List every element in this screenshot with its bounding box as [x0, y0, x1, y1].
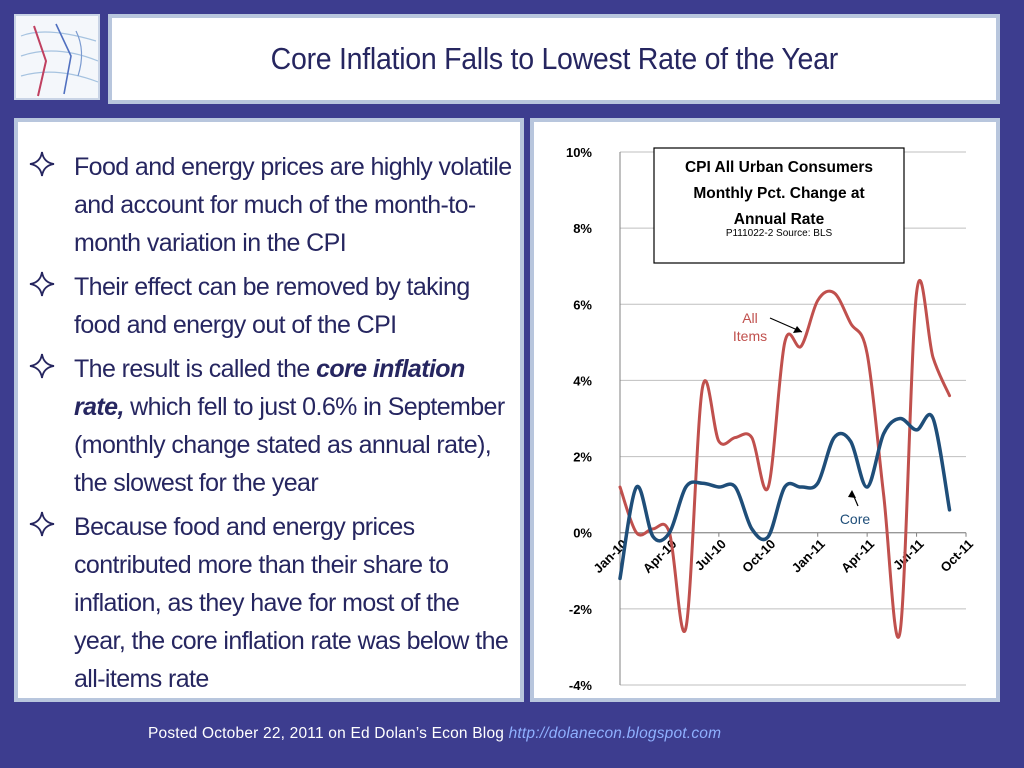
- x-tick-label: Oct-10: [739, 536, 778, 575]
- cpi-chart: -4% -2% 0% 2% 4% 6% 8% 10% Jan-10 Apr-10 Jul-10 Oct…: [530, 118, 1000, 702]
- four-point-star-icon: [28, 268, 74, 309]
- bullet-text: Because food and energy prices contribut…: [74, 508, 514, 698]
- x-tick-label: Jul-11: [890, 536, 927, 573]
- weather-map-logo-icon: [14, 14, 100, 100]
- footer-url-link[interactable]: http://dolanecon.blogspot.com: [508, 725, 722, 742]
- bullet-item: Food and energy prices are highly volati…: [28, 148, 514, 262]
- all-items-arrowhead: [793, 326, 802, 333]
- four-point-star-icon: [28, 350, 74, 391]
- bullet-text: Food and energy prices are highly volati…: [74, 148, 514, 262]
- bullet-emphasis-text: core inflation rate,: [74, 355, 465, 421]
- y-tick-label: -4%: [569, 678, 593, 693]
- chart-title-line: CPI All Urban Consumers: [685, 159, 873, 176]
- bullet-text-run: Food and energy prices are highly volati…: [74, 153, 512, 257]
- all-items-annotation: Items: [733, 328, 767, 344]
- title-box: Core Inflation Falls to Lowest Rate of t…: [108, 14, 1000, 104]
- bullet-item: The result is called the core inflation …: [28, 350, 514, 502]
- y-tick-label: 6%: [573, 297, 592, 312]
- bullet-item: Because food and energy prices contribut…: [28, 508, 514, 698]
- y-tick-label: 8%: [573, 221, 592, 236]
- series-line-all: [618, 279, 952, 639]
- bullet-text-run: Because food and energy prices contribut…: [74, 513, 509, 693]
- y-tick-label: 10%: [566, 145, 592, 160]
- y-tick-label: 0%: [573, 526, 592, 541]
- x-tick-label: Jul-10: [692, 536, 729, 573]
- all-items-annotation: All: [742, 310, 758, 326]
- chart-svg: -4%-2%0%2%4%6%8%10%Jan-10 Apr-10 Jul-10 Oct…: [566, 145, 976, 693]
- y-tick-label: 2%: [573, 450, 592, 465]
- bullet-item: Their effect can be removed by taking fo…: [28, 268, 514, 344]
- slide-title: Core Inflation Falls to Lowest Rate of t…: [270, 41, 838, 76]
- chart-source-note: P111022-2 Source: BLS: [726, 228, 833, 239]
- x-tick-label: Apr-11: [838, 536, 877, 575]
- x-tick-label: Jan-11: [789, 536, 828, 575]
- four-point-star-icon: [28, 148, 74, 189]
- core-arrowhead: [848, 490, 856, 498]
- chart-title-box: [653, 147, 905, 264]
- x-tick-label: Oct-11: [937, 536, 976, 575]
- y-tick-label: 4%: [573, 373, 592, 388]
- bullet-text-run: which fell to just 0.6% in September (mo…: [74, 393, 505, 497]
- y-tick-label: -2%: [569, 602, 593, 617]
- four-point-star-icon: [28, 508, 74, 549]
- chart-title-line: Annual Rate: [734, 211, 825, 228]
- bullet-text-run: Their effect can be removed by taking fo…: [74, 273, 470, 339]
- bullet-text: Their effect can be removed by taking fo…: [74, 268, 514, 344]
- weather-map-drawing: [20, 23, 98, 97]
- footer-text: Posted October 22, 2011 on Ed Dolan’s Ec…: [148, 725, 509, 742]
- footer: Posted October 22, 2011 on Ed Dolan’s Ec…: [0, 725, 1024, 743]
- bullet-text-run: The result is called the: [74, 355, 317, 383]
- bullet-panel: Food and energy prices are highly volati…: [14, 118, 524, 702]
- core-annotation: Core: [840, 511, 871, 527]
- chart-title-line: Monthly Pct. Change at: [693, 185, 864, 202]
- bullet-text: The result is called the core inflation …: [74, 350, 514, 502]
